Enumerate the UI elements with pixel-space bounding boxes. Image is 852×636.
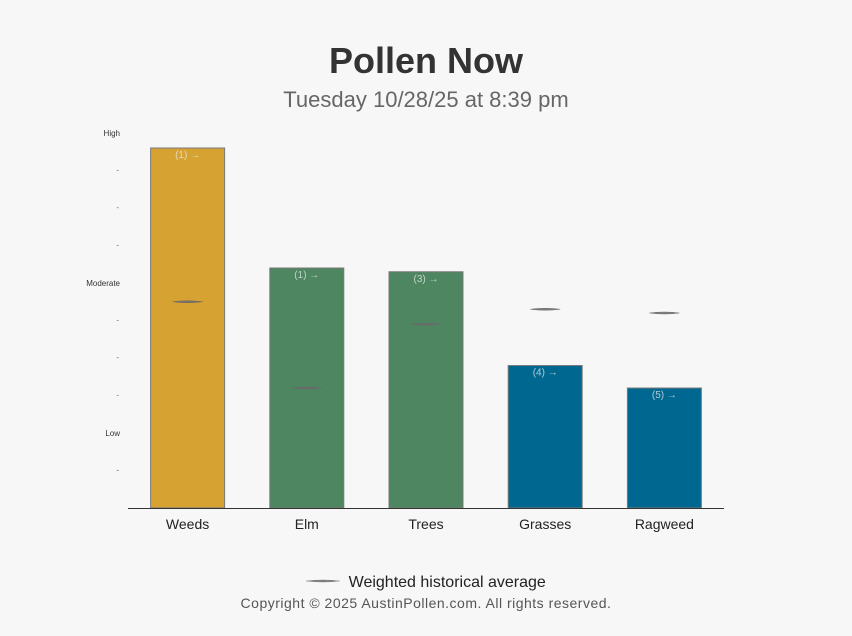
historical-average-marker-weeds	[172, 300, 203, 304]
chart-title: Pollen Now	[328, 40, 523, 81]
y-tick-label-high: High	[104, 129, 120, 138]
bar-label-weeds: (1) →	[175, 150, 200, 161]
historical-average-marker-trees	[410, 322, 442, 326]
historical-average-marker-ragweed	[649, 311, 680, 315]
x-tick-label-elm: Elm	[295, 516, 319, 532]
y-tick-label-moderate: Moderate	[86, 279, 120, 288]
y-minor-tick-7: -	[116, 166, 119, 175]
bar-label-elm: (1) →	[294, 270, 319, 281]
legend: Weighted historical average	[0, 574, 852, 592]
y-minor-tick-4: -	[116, 316, 119, 325]
y-minor-tick-1: -	[116, 466, 119, 475]
historical-average-marker-grasses	[530, 307, 561, 311]
bar-label-ragweed: (5) →	[652, 390, 677, 401]
chart-subtitle: Tuesday 10/28/25 at 8:39 pm	[283, 87, 569, 112]
y-tick-label-low: Low	[105, 429, 120, 438]
y-minor-tick-3: -	[116, 353, 119, 362]
historical-average-marker-elm	[291, 386, 322, 390]
y-minor-tick-2: -	[116, 391, 119, 400]
copyright-text: Copyright © 2025 AustinPollen.com. All r…	[240, 595, 612, 611]
x-tick-label-grasses: Grasses	[519, 516, 571, 532]
x-tick-label-trees: Trees	[408, 516, 443, 532]
x-tick-label-weeds: Weeds	[166, 516, 209, 532]
historical-average-legend-icon	[306, 579, 341, 583]
bar-label-grasses: (4) →	[533, 368, 558, 379]
legend-label: Weighted historical average	[348, 574, 546, 591]
bar-ragweed	[626, 387, 702, 509]
bar-weeds	[150, 147, 226, 509]
bar-label-trees: (3) →	[414, 274, 439, 285]
bar-trees	[388, 271, 464, 509]
y-minor-tick-6: -	[116, 203, 119, 212]
bar-grasses	[507, 365, 583, 509]
pollen-bar-chart: - - - - - - - Low Moderate High (1) → Weeds (1) → Elm…	[86, 129, 724, 532]
x-tick-label-ragweed: Ragweed	[635, 516, 694, 532]
y-minor-tick-5: -	[116, 241, 119, 250]
